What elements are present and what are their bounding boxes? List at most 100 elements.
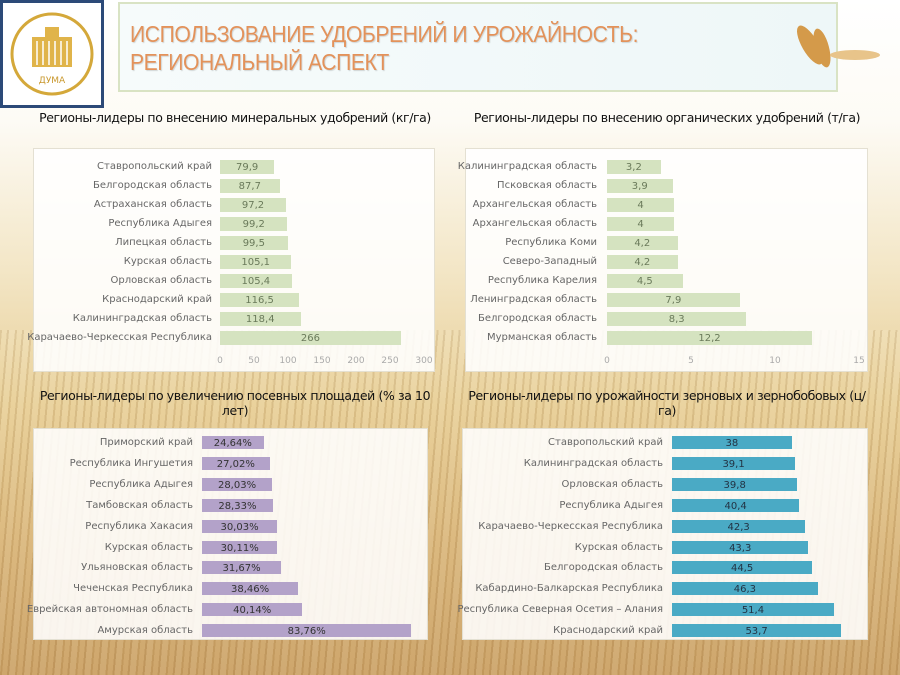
data-label: 87,7 <box>238 181 261 192</box>
category-label: Орловская область <box>110 275 212 286</box>
category-label: Карачаево-Черкесская Республика <box>478 520 663 532</box>
bar <box>202 624 412 638</box>
data-label: 39,8 <box>723 479 746 491</box>
data-label: 79,9 <box>236 162 259 173</box>
bar <box>220 160 275 174</box>
title-line-1: ИСПОЛЬЗОВАНИЕ УДОБРЕНИЙ И УРОЖАЙНОСТЬ: <box>130 21 638 47</box>
data-label: 38 <box>725 438 739 449</box>
data-label: 4 <box>637 200 644 211</box>
x-tick-label: 0 <box>604 356 610 366</box>
category-label: Тамбовская область <box>86 499 193 511</box>
data-label: 31,67% <box>222 563 261 575</box>
data-label: 51,4 <box>741 605 765 617</box>
title-line-2: РЕГИОНАЛЬНЫЙ АСПЕКТ <box>130 49 389 75</box>
chart-title: Регионы-лидеры по внесению органических … <box>473 110 861 125</box>
chart-title: Регионы-лидеры по урожайности зерновых и… <box>468 388 866 418</box>
bar <box>220 293 300 307</box>
data-label: 28,03% <box>217 479 257 491</box>
bar <box>607 198 675 212</box>
category-label: Мурманская область <box>487 332 597 343</box>
bar <box>220 217 288 231</box>
category-label: Республика Адыгея <box>559 499 663 511</box>
data-label: 3,2 <box>625 162 642 173</box>
category-label: Приморский край <box>99 437 193 448</box>
data-label: 118,4 <box>245 314 275 325</box>
data-label: 28,33% <box>218 500 257 512</box>
data-label: 4,2 <box>634 257 651 268</box>
category-label: Белгородская область <box>543 562 663 574</box>
slide-title: ИСПОЛЬЗОВАНИЕ УДОБРЕНИЙ И УРОЖАЙНОСТЬ: Р… <box>130 20 638 76</box>
category-label: Северо-Западный <box>502 256 597 267</box>
category-label: Калининградская область <box>523 457 663 469</box>
data-label: 105,1 <box>241 257 271 268</box>
x-tick-label: 300 <box>415 356 433 366</box>
category-label: Ставропольский край <box>97 161 212 172</box>
x-tick-label: 250 <box>381 356 399 366</box>
bar <box>220 331 401 345</box>
bar <box>607 217 675 231</box>
data-label: 53,7 <box>745 626 768 638</box>
bar <box>607 236 678 250</box>
data-label: 42,3 <box>727 521 750 533</box>
data-label: 30,03% <box>220 521 259 533</box>
data-label: 40,4 <box>724 500 747 512</box>
data-label: 40,14% <box>233 605 272 617</box>
category-label: Курская область <box>574 541 663 553</box>
bar <box>202 582 299 596</box>
data-label: 24,64% <box>213 438 252 449</box>
bar <box>607 331 812 345</box>
category-label: Калининградская область <box>457 161 597 172</box>
bar <box>220 312 301 326</box>
data-label: 44,5 <box>730 563 754 575</box>
category-label: Еврейская автономная область <box>26 604 193 616</box>
x-tick-label: 10 <box>769 356 781 366</box>
data-label: 97,2 <box>241 200 265 211</box>
data-label: 12,2 <box>698 333 721 344</box>
category-label: Ставропольский край <box>548 437 663 448</box>
category-label: Республика Адыгея <box>89 478 193 490</box>
category-label: Республика Адыгея <box>108 218 212 229</box>
data-label: 266 <box>300 333 320 344</box>
bar <box>607 274 683 288</box>
bar <box>672 540 809 554</box>
bar <box>202 477 273 491</box>
bar <box>220 255 292 269</box>
category-label: Архангельская область <box>472 199 597 210</box>
category-label: Белгородская область <box>92 180 212 191</box>
category-label: Чеченская Республика <box>73 583 193 595</box>
bar <box>672 519 806 533</box>
category-label: Амурская область <box>97 625 193 637</box>
bar <box>672 582 818 596</box>
data-label: 4,5 <box>636 276 653 287</box>
category-label: Ульяновская область <box>81 562 193 574</box>
data-label: 39,1 <box>722 458 745 470</box>
x-tick-label: 150 <box>313 356 331 366</box>
data-label: 105,4 <box>241 276 271 287</box>
bar <box>607 160 661 174</box>
category-label: Архангельская область <box>472 218 597 229</box>
bar <box>607 255 678 269</box>
category-label: Белгородская область <box>477 313 597 324</box>
bar <box>607 312 747 326</box>
x-tick-label: 5 <box>688 356 694 366</box>
bar <box>607 293 740 307</box>
data-label: 4 <box>637 219 644 230</box>
x-tick-label: 100 <box>279 356 297 366</box>
data-label: 8,3 <box>668 314 685 325</box>
wheat-ears-image <box>797 25 880 68</box>
bar <box>672 436 792 449</box>
bar <box>220 236 288 250</box>
data-label: 43,3 <box>729 542 752 554</box>
category-label: Липецкая область <box>115 237 212 248</box>
x-tick-label: 200 <box>347 356 365 366</box>
state-duma-logo: ДУМА <box>0 0 104 108</box>
data-label: 27,02% <box>216 458 255 470</box>
category-label: Республика Ингушетия <box>69 457 193 469</box>
category-label: Курская область <box>104 541 193 553</box>
bar <box>202 456 270 470</box>
bar <box>202 498 273 512</box>
x-tick-label: 15 <box>853 356 865 366</box>
category-label: Орловская область <box>561 478 663 490</box>
bar <box>202 561 282 575</box>
category-label: Псковская область <box>497 180 597 191</box>
